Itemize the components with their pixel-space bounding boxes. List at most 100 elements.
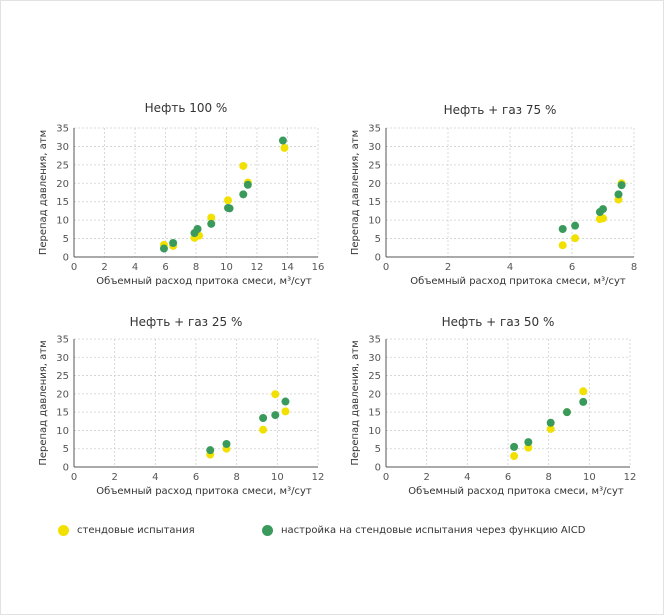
y-tick-label: 0 [375,463,381,474]
x-tick-label: 8 [631,262,637,273]
data-point-yellow [524,443,533,452]
x-tick-label: 12 [312,472,325,483]
y-tick-label: 10 [56,216,69,227]
data-point-yellow [271,390,280,399]
y-tick-label: 5 [375,444,381,455]
y-tick-label: 20 [368,389,381,400]
x-axis-label: Объемный расход притока смеси, м³/сут [96,276,312,287]
data-point-yellow [224,196,233,205]
x-tick-label: 8 [545,472,551,483]
data-point-green [193,224,202,233]
y-tick-label: 5 [375,234,381,245]
y-tick-label: 15 [368,197,381,208]
data-point-green [222,439,231,448]
chart-title: Нефть + газ 50 % [442,315,555,329]
y-tick-label: 30 [368,142,381,153]
x-tick-label: 12 [624,472,637,483]
y-tick-label: 30 [56,142,69,153]
data-point-green [510,442,519,451]
chart-panel-2: 0 5 10 15 20 25 30 35 0 2 4 6 8 Нефть + газ 75 % Объем… [350,103,637,287]
x-tick-label: 8 [193,262,199,273]
x-tick-label: 0 [383,262,389,273]
x-tick-label: 6 [569,262,575,273]
data-point-yellow [571,234,580,243]
y-tick-label: 20 [56,389,69,400]
y-tick-label: 5 [63,234,69,245]
data-point-green [243,180,252,189]
data-point-yellow [281,407,290,416]
chart-title: Нефть + газ 75 % [444,103,557,117]
y-axis-label: Перепад давления, атм [350,340,361,465]
y-axis-label: Перепад давления, атм [38,130,49,255]
chart-title: Нефть 100 % [145,101,228,115]
data-point-green [599,205,607,214]
x-axis-label: Объемный расход притока смеси, м³/сут [410,276,626,287]
data-point-green [579,397,588,406]
data-point-green [225,204,234,213]
y-tick-label: 10 [368,426,381,437]
data-point-green [546,418,555,427]
y-tick-label: 25 [368,371,381,382]
data-point-green [614,190,623,199]
y-tick-label: 20 [368,179,381,190]
data-point-yellow [599,214,607,223]
y-tick-label: 25 [368,160,381,171]
legend-marker-yellow [58,525,69,536]
data-point-green [259,413,268,422]
x-tick-label: 10 [220,262,233,273]
data-point-yellow [207,213,216,222]
y-tick-label: 5 [63,444,69,455]
data-point-green [159,244,168,253]
legend-label-green: настройка на стендовые испытания через ф… [281,525,586,536]
data-point-green [558,224,567,233]
x-tick-label: 4 [132,262,138,273]
y-tick-label: 35 [56,124,69,135]
data-point-green [617,181,626,190]
y-tick-label: 0 [63,463,69,474]
y-tick-label: 0 [63,253,69,264]
y-tick-label: 0 [375,253,381,264]
data-point-green [206,446,215,455]
chart-panel-4: 0 5 10 15 20 25 30 35 0 2 4 6 8 10 12 Нефть + газ 50 % О… [350,315,636,497]
y-tick-label: 10 [56,426,69,437]
x-tick-label: 16 [312,262,325,273]
x-tick-label: 4 [464,472,470,483]
data-point-green [571,221,580,230]
x-tick-label: 6 [193,472,199,483]
y-tick-label: 35 [368,335,381,346]
x-axis-label: Объемный расход притока смеси, м³/сут [96,486,312,497]
y-tick-label: 30 [56,353,69,364]
data-point-yellow [239,161,248,170]
y-tick-label: 35 [368,124,381,135]
y-tick-label: 15 [368,408,381,419]
y-tick-label: 30 [368,353,381,364]
x-tick-label: 0 [71,262,77,273]
data-point-green [562,408,571,417]
x-tick-label: 2 [445,262,451,273]
x-tick-label: 0 [383,472,389,483]
y-axis-label: Перепад давления, атм [350,130,361,255]
data-point-yellow [259,425,268,434]
legend-item-green: настройка на стендовые испытания через ф… [262,525,585,536]
x-tick-label: 4 [507,262,513,273]
x-tick-label: 2 [101,262,107,273]
chart-panel-3: 0 5 10 15 20 25 30 35 0 2 4 6 8 10 12 Нефть + газ 25 % О… [38,315,324,497]
x-tick-label: 8 [233,472,239,483]
x-tick-label: 12 [251,262,264,273]
x-tick-label: 6 [162,262,168,273]
chart-title: Нефть + газ 25 % [130,315,243,329]
data-point-yellow [579,387,588,396]
y-tick-label: 20 [56,179,69,190]
y-tick-label: 10 [368,216,381,227]
x-tick-label: 2 [111,472,117,483]
data-point-green [281,397,290,406]
legend-marker-green [262,525,273,536]
x-tick-label: 14 [281,262,294,273]
y-tick-label: 25 [56,160,69,171]
data-point-yellow [510,452,519,461]
data-point-yellow [546,424,555,433]
x-tick-label: 10 [583,472,596,483]
y-axis-label: Перепад давления, атм [38,340,49,465]
